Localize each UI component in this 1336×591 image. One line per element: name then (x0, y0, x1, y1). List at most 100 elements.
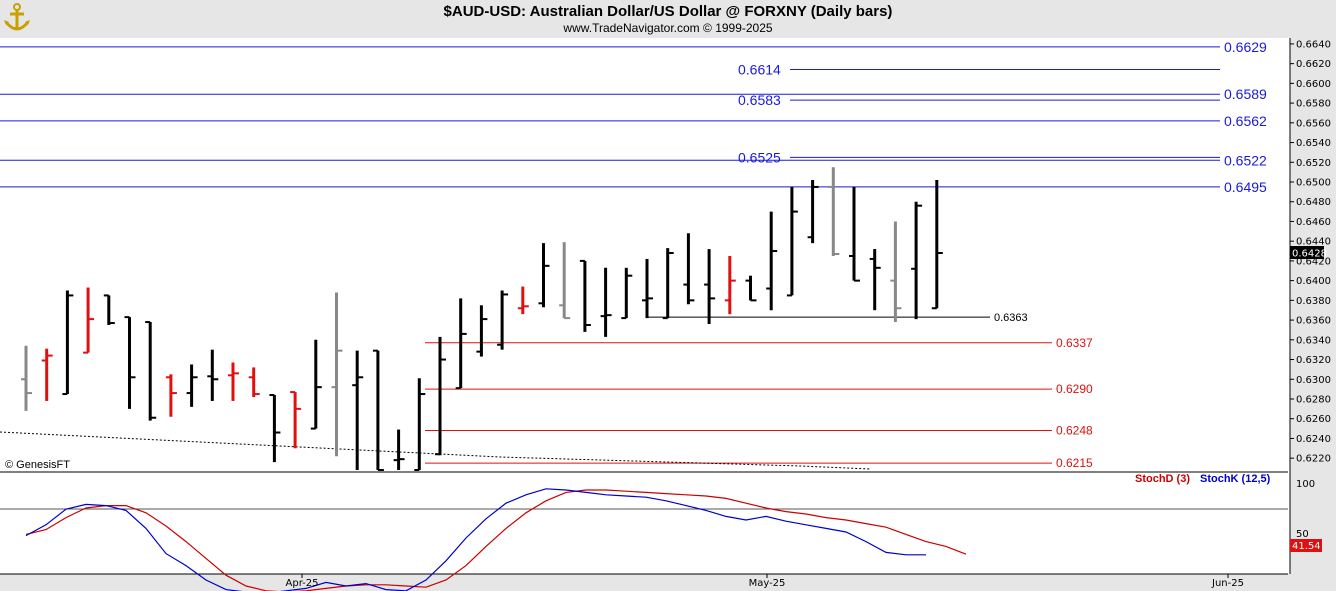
ohlc-bar (124, 316, 136, 409)
price-axis-label: 0.6600 (1296, 79, 1331, 90)
target-level-label: 0.6290 (1056, 382, 1093, 396)
ohlc-bar (766, 211, 778, 311)
ohlc-bar (476, 305, 488, 357)
ohlc-bar (745, 275, 757, 302)
price-axis-label: 0.6480 (1296, 197, 1331, 208)
resistance-level-label: 0.6522 (1224, 152, 1267, 168)
ohlc-bar (538, 243, 550, 308)
ohlc-bar (269, 394, 281, 463)
genesis-watermark: © GenesisFT (5, 459, 70, 471)
time-axis-label: Jun-25 (1211, 578, 1244, 589)
ohlc-bar (352, 350, 364, 470)
ohlc-bar (911, 201, 923, 320)
ohlc-bar (931, 180, 943, 310)
ohlc-bar (372, 349, 384, 471)
ohlc-bar (207, 349, 219, 401)
stochastic-plot-area (0, 474, 1288, 574)
price-axis-label: 0.6640 (1296, 39, 1331, 50)
price-axis-label: 0.6280 (1296, 394, 1331, 405)
support-line-label: 0.6363 (994, 312, 1028, 324)
resistance-level-label: 0.6562 (1224, 113, 1267, 129)
ohlc-bar (83, 287, 95, 354)
ohlc-bar (849, 186, 860, 282)
ohlc-bar (828, 167, 840, 256)
ohlc-bar (642, 258, 653, 319)
stochastic-series-line (25, 489, 967, 591)
resistance-level-label: 0.6589 (1224, 86, 1267, 102)
price-axis-label: 0.6540 (1296, 138, 1331, 149)
ohlc-bar (455, 298, 467, 390)
resistance-level-label: 0.6583 (738, 92, 781, 108)
stoch-k-legend: StochK (12,5) (1200, 473, 1271, 485)
ohlc-bar (145, 321, 157, 421)
resistance-level-label: 0.6525 (738, 149, 781, 165)
price-axis-panel (1290, 38, 1336, 591)
target-level-label: 0.6215 (1056, 456, 1093, 470)
price-axis-label: 0.6460 (1296, 217, 1331, 228)
ohlc-bar (228, 362, 239, 401)
ohlc-bar (662, 248, 674, 320)
ohlc-bar (579, 259, 591, 332)
price-axis-label: 0.6380 (1296, 296, 1331, 307)
ohlc-bar (62, 290, 74, 396)
price-axis-label: 0.6420 (1296, 256, 1331, 267)
price-axis-label: 0.6500 (1296, 178, 1331, 189)
price-axis-label: 0.6300 (1296, 375, 1331, 386)
ohlc-bar (41, 348, 53, 401)
stoch-last-marker (1290, 539, 1322, 552)
time-axis-label: May-25 (749, 578, 786, 589)
ohlc-bar (290, 391, 302, 449)
last-price-label: 0.6428 (1292, 249, 1327, 260)
ohlc-bar (517, 286, 529, 315)
price-axis-label: 0.6620 (1296, 59, 1331, 70)
ohlc-bar (621, 267, 633, 320)
stoch-last-label: 41.54 (1292, 541, 1321, 552)
ohlc-bar (786, 186, 798, 297)
target-level-label: 0.6248 (1056, 424, 1093, 438)
time-axis-panel (0, 574, 1336, 591)
resistance-level-label: 0.6629 (1224, 39, 1267, 55)
target-level-label: 0.6337 (1056, 336, 1093, 350)
ohlc-bar (683, 233, 695, 305)
ohlc-bar (600, 267, 612, 337)
ohlc-bar (310, 339, 322, 430)
ohlc-bar (704, 249, 716, 325)
ohlc-bar (165, 374, 177, 417)
price-axis-label: 0.6260 (1296, 414, 1331, 425)
price-axis-label: 0.6520 (1296, 158, 1331, 169)
chart-title: $AUD-USD: Australian Dollar/US Dollar @ … (443, 3, 893, 20)
ohlc-bar (248, 367, 260, 398)
ohlc-bar (497, 290, 509, 350)
price-axis-label: 0.6240 (1296, 434, 1331, 445)
time-axis-label: Apr-25 (286, 578, 319, 589)
stoch-d-legend: StochD (3) (1135, 473, 1190, 485)
anchor-logo-icon (2, 2, 32, 39)
stoch-axis-label: 50 (1296, 529, 1309, 540)
ohlc-bar (21, 345, 32, 411)
price-axis-label: 0.6560 (1296, 118, 1331, 129)
ohlc-bar (890, 221, 902, 323)
price-axis-label: 0.6360 (1296, 316, 1331, 327)
stoch-axis-label: 100 (1296, 479, 1315, 490)
ohlc-bar (393, 429, 405, 470)
ohlc-bar (331, 292, 343, 457)
price-axis-label: 0.6580 (1296, 99, 1331, 110)
price-axis-label: 0.6340 (1296, 335, 1331, 346)
price-axis-label: 0.6440 (1296, 237, 1331, 248)
resistance-level-label: 0.6495 (1224, 179, 1267, 195)
chart-subtitle: www.TradeNavigator.com © 1999-2025 (563, 21, 773, 35)
stochastic-series-line (25, 488, 926, 591)
chart-header: $AUD-USD: Australian Dollar/US Dollar @ … (0, 0, 1336, 38)
ohlc-bar (869, 249, 881, 311)
ohlc-bar (414, 378, 426, 471)
ohlc-bar (724, 255, 736, 315)
ohlc-bar (435, 336, 446, 456)
price-axis-label: 0.6320 (1296, 355, 1331, 366)
ohlc-bar (559, 242, 571, 320)
ohlc-bar (186, 364, 198, 407)
price-plot-area (0, 38, 1288, 470)
price-axis-label: 0.6220 (1296, 454, 1331, 465)
price-axis-label: 0.6400 (1296, 276, 1331, 287)
resistance-level-label: 0.6614 (738, 62, 781, 78)
